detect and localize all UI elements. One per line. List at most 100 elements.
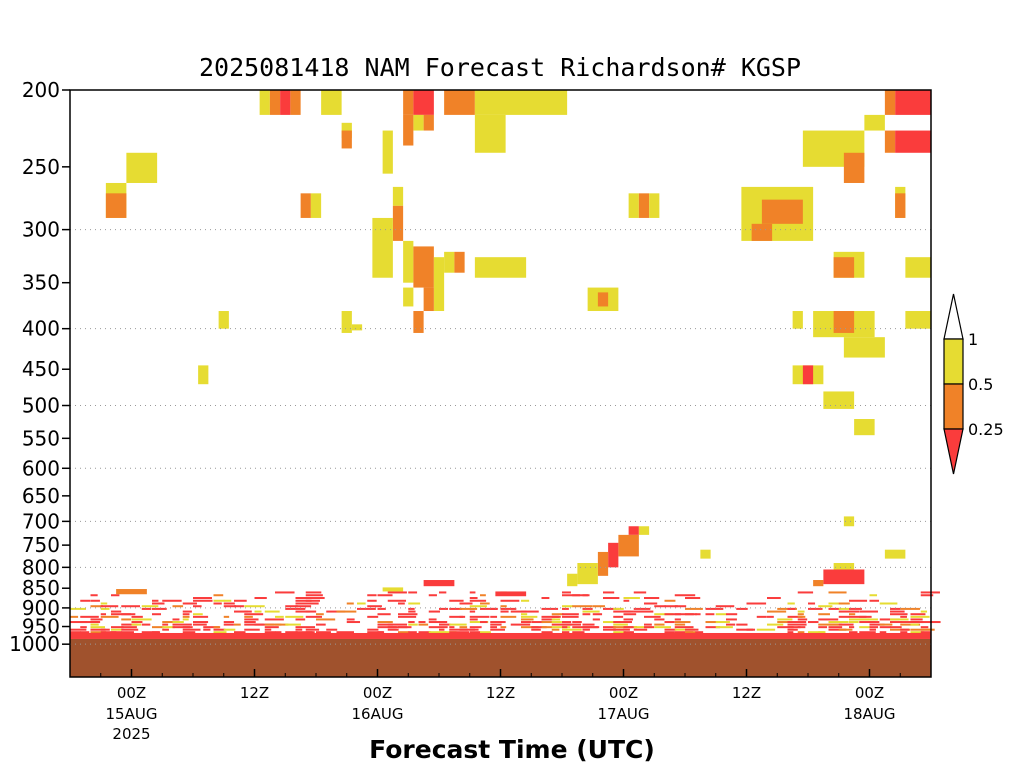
- ri-cell: [264, 618, 284, 621]
- ri-cell: [428, 626, 448, 629]
- ri-cell: [838, 628, 853, 631]
- ri-cell: [413, 311, 424, 333]
- ri-cell: [70, 621, 88, 624]
- colorbar-bottom-arrow: [943, 428, 964, 475]
- ri-cell: [377, 594, 393, 597]
- ri-cell: [910, 615, 930, 618]
- ri-cell: [644, 623, 652, 626]
- ri-cell: [562, 621, 572, 624]
- ri-cell: [259, 90, 270, 115]
- ri-cell: [869, 626, 879, 629]
- ri-cell: [869, 623, 885, 626]
- ri-cell: [100, 602, 108, 605]
- ri-cell: [203, 628, 211, 631]
- ri-cell: [269, 90, 281, 115]
- ri-cell: [797, 591, 814, 594]
- ri-cell: [623, 610, 634, 613]
- ri-cell: [423, 114, 434, 131]
- ri-cell: [449, 623, 467, 626]
- ri-cell: [377, 626, 397, 629]
- ri-cell: [372, 217, 393, 278]
- ri-cell: [449, 599, 464, 602]
- ri-cell: [751, 223, 773, 241]
- ri-cell: [541, 615, 561, 618]
- ri-cell: [613, 610, 631, 613]
- ri-cell: [572, 605, 593, 608]
- ri-cell: [193, 597, 212, 600]
- ri-cell: [797, 613, 804, 616]
- ri-cell: [920, 626, 929, 629]
- ri-cell: [100, 605, 119, 608]
- ri-cell: [900, 628, 910, 631]
- ri-cell: [900, 607, 920, 610]
- ri-cell: [70, 631, 81, 634]
- ri-cell: [900, 621, 920, 624]
- ri-cell: [480, 594, 486, 597]
- x-tick-date: 16AUG: [352, 705, 404, 723]
- ri-cell: [808, 602, 816, 605]
- ri-cell: [213, 599, 225, 602]
- ri-cell: [756, 615, 767, 618]
- y-tick-label: 1000: [9, 632, 60, 656]
- ri-cell: [193, 605, 202, 608]
- ri-cell: [859, 631, 876, 634]
- x-axis-title: Forecast Time (UTC): [369, 735, 655, 764]
- ri-cell: [105, 193, 127, 218]
- ri-cell: [767, 597, 781, 600]
- ri-cell: [275, 591, 295, 594]
- ri-cell: [408, 623, 418, 626]
- ri-cell: [459, 602, 473, 605]
- ri-cell: [541, 621, 553, 624]
- ri-cell: [828, 626, 843, 629]
- ri-cell: [295, 618, 306, 621]
- x-tick-date: 17AUG: [598, 705, 650, 723]
- ri-cell: [218, 311, 229, 329]
- ri-cell: [843, 337, 885, 358]
- ri-cell: [838, 607, 850, 610]
- ri-cell: [172, 626, 193, 629]
- ri-cell: [572, 594, 589, 597]
- ri-cell: [305, 602, 319, 605]
- ri-cell: [131, 621, 143, 624]
- ri-cell: [285, 605, 298, 608]
- ri-cell: [521, 626, 539, 629]
- ri-cell: [818, 631, 826, 634]
- ri-cell: [551, 613, 564, 616]
- ri-cell: [152, 626, 164, 629]
- ri-cell: [623, 597, 640, 600]
- ri-cell: [275, 623, 289, 626]
- ri-cell: [290, 90, 301, 115]
- x-tick-date: 15AUG: [106, 705, 158, 723]
- ri-cell: [70, 615, 79, 618]
- ri-cell: [162, 621, 179, 624]
- ri-cell: [603, 621, 621, 624]
- ri-cell: [551, 615, 559, 618]
- ri-cell: [316, 623, 326, 626]
- ri-cell: [444, 90, 475, 115]
- ri-cell: [203, 626, 220, 629]
- ri-cell: [854, 419, 875, 436]
- y-tick-label: 550: [22, 426, 60, 450]
- ri-cell: [305, 591, 322, 594]
- ri-cell: [141, 605, 159, 608]
- ri-cell: [562, 615, 579, 618]
- ri-cell: [895, 90, 931, 115]
- ri-cell: [792, 311, 803, 329]
- ri-cell: [838, 602, 850, 605]
- ri-cell: [285, 631, 298, 634]
- ri-cell: [295, 599, 312, 602]
- ri-cell: [121, 613, 136, 616]
- ri-cell: [459, 615, 466, 618]
- ri-cell: [879, 602, 898, 605]
- ri-cell: [377, 613, 391, 616]
- ri-cell: [592, 613, 603, 616]
- ri-cell: [449, 607, 463, 610]
- ri-cell: [879, 618, 900, 621]
- ri-cell: [316, 631, 331, 634]
- ri-cell: [895, 130, 931, 153]
- ri-cell: [305, 615, 322, 618]
- ri-cell: [787, 631, 794, 634]
- ri-cell: [433, 257, 445, 312]
- ri-cell: [152, 631, 159, 634]
- ri-cell: [244, 610, 252, 613]
